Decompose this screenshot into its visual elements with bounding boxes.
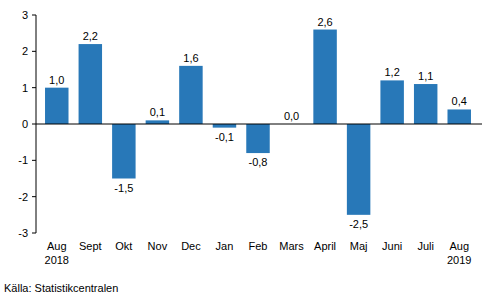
y-tick-label: 2 <box>22 45 28 57</box>
source: Källa: Statistikcentralen <box>4 282 118 294</box>
bar <box>347 124 370 215</box>
y-tick-label: 1 <box>22 82 28 94</box>
bar <box>380 80 403 124</box>
data-label: 1,1 <box>418 70 433 82</box>
data-label: 2,2 <box>83 30 98 42</box>
data-label: 0,1 <box>150 106 165 118</box>
x-tick-label: Dec <box>181 240 201 252</box>
y-tick-label: -3 <box>18 227 28 239</box>
bar <box>213 124 236 128</box>
x-tick-label: Mars <box>279 240 304 252</box>
data-label: 1,6 <box>183 52 198 64</box>
data-label: 0,4 <box>452 95 467 107</box>
bar <box>179 66 202 124</box>
y-tick <box>32 15 36 16</box>
data-label: 1,2 <box>385 66 400 78</box>
y-tick <box>32 87 36 88</box>
x-tick-label: Maj <box>350 240 368 252</box>
bar <box>79 44 102 124</box>
x-tick-label: Juni <box>382 240 402 252</box>
bar <box>146 120 169 124</box>
x-tick-label: Feb <box>249 240 268 252</box>
bar <box>414 84 437 124</box>
x-tick-label: Nov <box>148 240 168 252</box>
x-tick-label: Aug2019 <box>447 240 471 266</box>
y-tick-label: 3 <box>22 9 28 21</box>
bar <box>112 124 135 179</box>
bar <box>45 88 68 124</box>
x-tick-label: Sept <box>79 240 102 252</box>
data-label: -2,5 <box>349 218 368 230</box>
x-tick-label: April <box>314 240 336 252</box>
data-label: -1,5 <box>114 182 133 194</box>
y-tick-label: -1 <box>18 154 28 166</box>
bar <box>313 30 336 124</box>
bar <box>447 109 470 124</box>
y-tick <box>32 51 36 52</box>
data-label: 0,0 <box>284 110 299 122</box>
data-label: -0,1 <box>215 131 234 143</box>
x-tick-label: Okt <box>115 240 132 252</box>
bars <box>45 30 471 215</box>
bar <box>246 124 269 153</box>
data-label: 2,6 <box>317 16 332 28</box>
x-tick-label: Jan <box>216 240 234 252</box>
zero-line <box>36 124 482 125</box>
data-label: 1,0 <box>49 74 64 86</box>
y-tick <box>32 233 36 234</box>
y-tick <box>32 124 36 125</box>
y-tick <box>32 160 36 161</box>
data-label: -0,8 <box>249 156 268 168</box>
x-tick-label: Juli <box>417 240 434 252</box>
y-tick-label: -2 <box>18 191 28 203</box>
x-tick-label: Aug2018 <box>45 240 69 266</box>
y-tick <box>32 196 36 197</box>
chart: -3 -2 -1 0 1 2 3 1,0 2,2 -1,5 0,1 1,6 -0,1 -0,8 0,0 2,6… <box>0 0 493 304</box>
y-tick-label: 0 <box>22 118 28 130</box>
